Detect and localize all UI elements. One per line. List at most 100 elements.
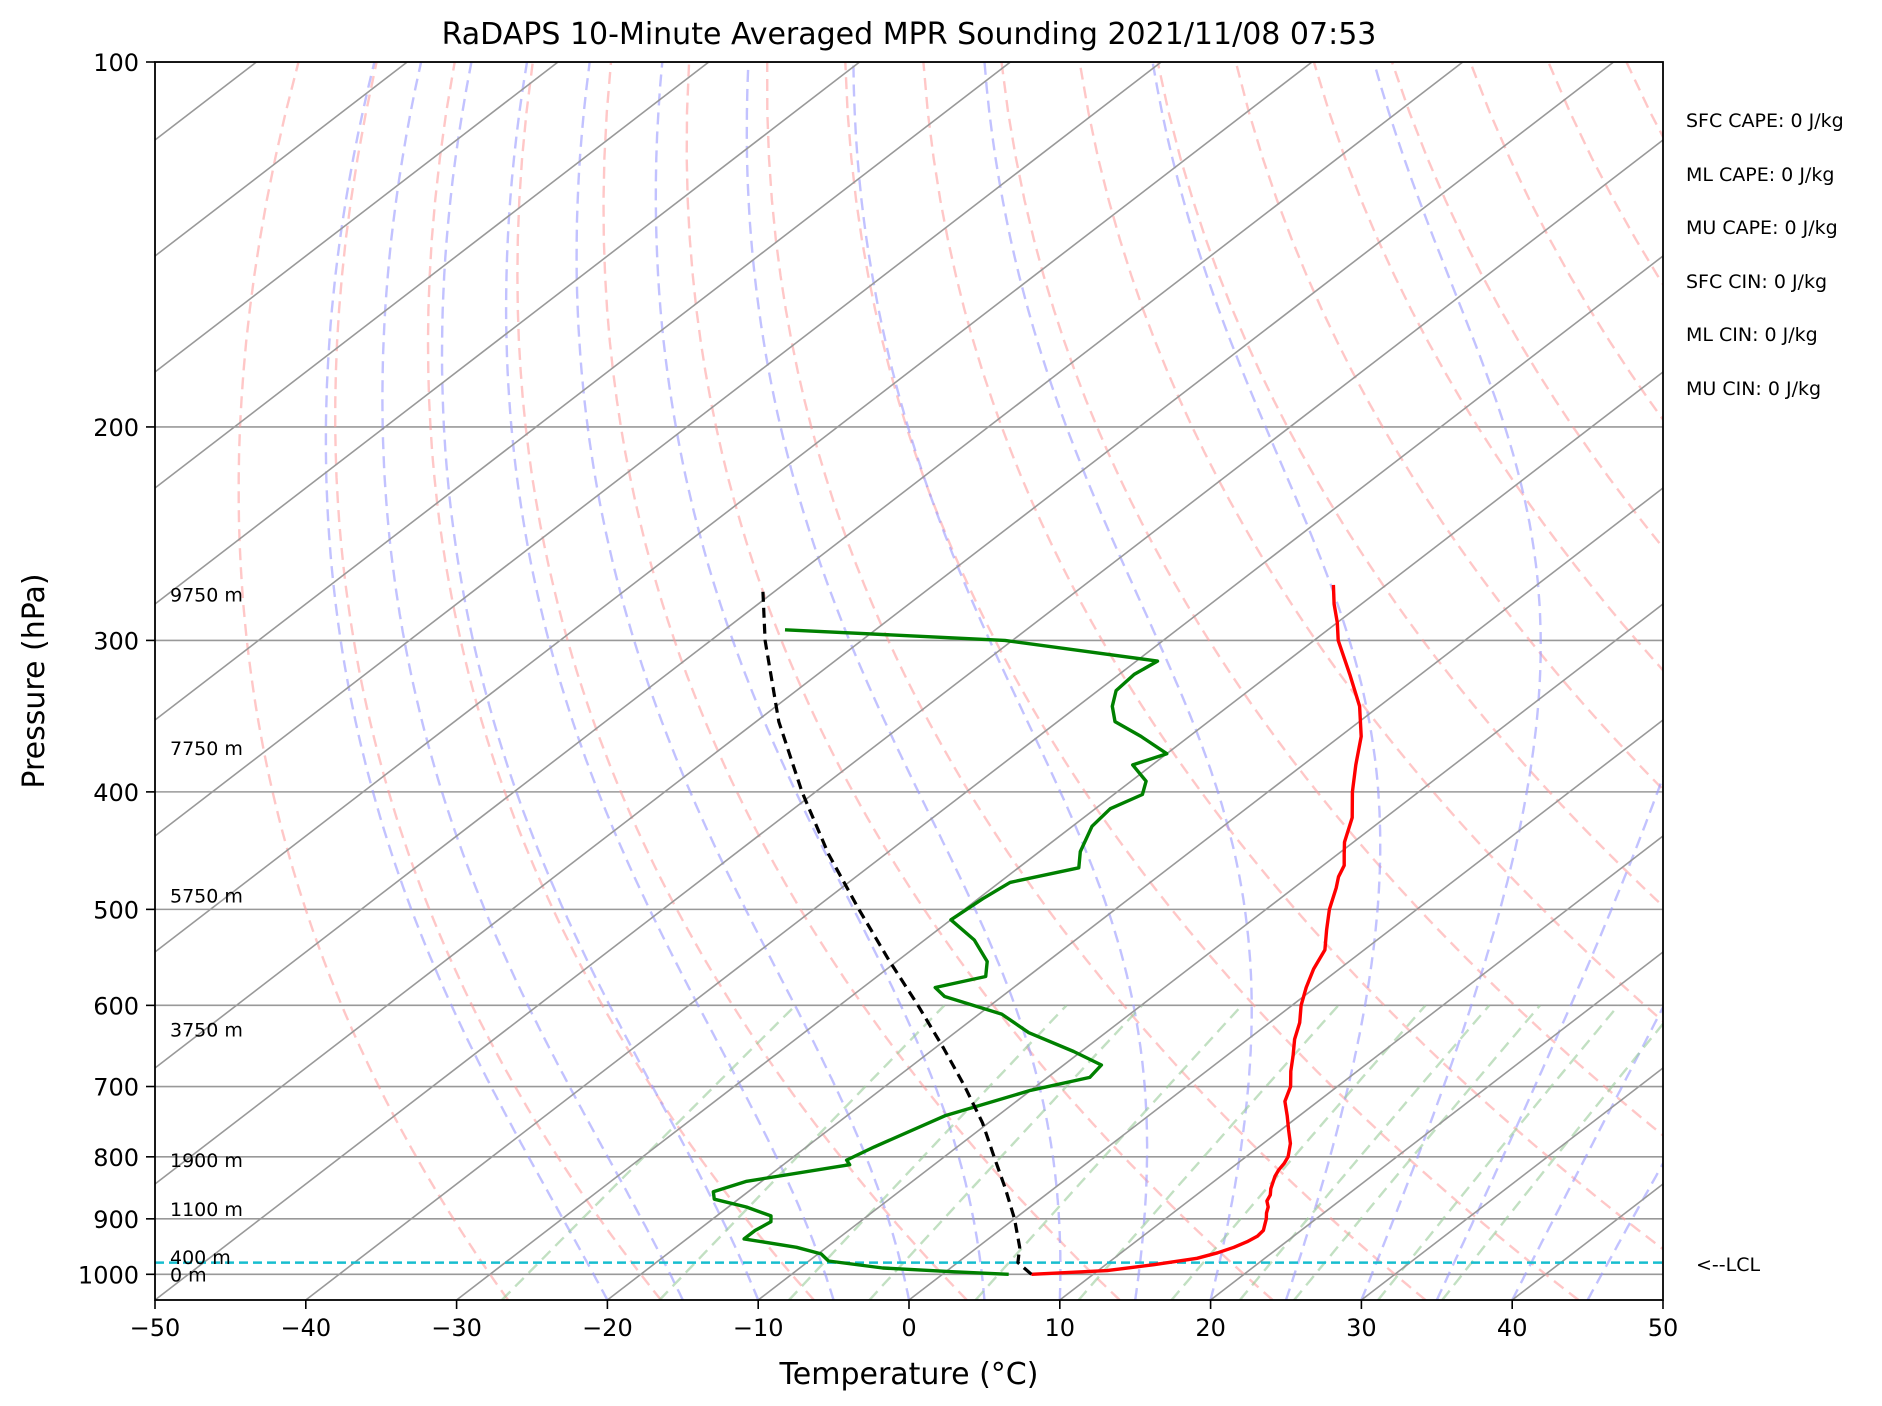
moist-adiabat-line xyxy=(983,62,1253,1300)
moist-adiabat-line xyxy=(1360,62,1542,1300)
moist-adiabat-line xyxy=(852,62,1149,1300)
lcl-label: <--LCL xyxy=(1696,1254,1760,1276)
x-tick-label: 10 xyxy=(1045,1314,1076,1342)
y-tick-label: 200 xyxy=(93,414,139,442)
y-tick-label: 600 xyxy=(93,992,139,1020)
y-tick-label: 400 xyxy=(93,779,139,807)
height-label: 1100 m xyxy=(170,1199,243,1221)
x-tick-label: 0 xyxy=(901,1314,916,1342)
isotherm-line xyxy=(757,602,1663,1300)
mixing-ratio-line xyxy=(1238,1004,1491,1300)
mu-cape-label: MU CAPE: 0 J/kg xyxy=(1686,217,1838,239)
sounding-series xyxy=(711,584,1363,1276)
ml-cin-label: ML CIN: 0 J/kg xyxy=(1686,324,1818,346)
height-label: 7750 m xyxy=(170,738,243,760)
x-tick-label: 30 xyxy=(1346,1314,1377,1342)
y-axis-ticks: 100 200 300 400 500 600 700 800 900 1000 xyxy=(78,49,155,1289)
isotherm-line xyxy=(155,138,1663,1300)
ml-cape-label: ML CAPE: 0 J/kg xyxy=(1686,164,1835,186)
isotherm-line xyxy=(155,62,1313,954)
isotherm-line xyxy=(1210,950,1663,1300)
isotherms xyxy=(155,62,1663,1300)
x-axis-ticks: −50 −40 −30 −20 −10 0 10 20 30 40 50 xyxy=(130,1300,1679,1342)
mu-cin-label: MU CIN: 0 J/kg xyxy=(1686,378,1822,400)
isotherm-line xyxy=(1059,834,1663,1300)
mixing-ratio-line xyxy=(1170,1004,1427,1300)
x-tick-label: −10 xyxy=(733,1314,784,1342)
height-labels: 9750 m 7750 m 5750 m 3750 m 1900 m 1100 m 400 … xyxy=(170,585,243,1287)
isotherm-line xyxy=(1360,1066,1663,1300)
x-tick-label: −30 xyxy=(431,1314,482,1342)
dry-adiabat-line xyxy=(844,62,1580,1300)
y-tick-label: 900 xyxy=(93,1206,139,1234)
dry-adiabat-line xyxy=(426,62,815,1300)
mixing-ratio-line xyxy=(868,1004,1143,1300)
y-tick-label: 300 xyxy=(93,627,139,655)
moist-adiabat-line xyxy=(575,62,911,1300)
mixing-ratio-line xyxy=(1077,1004,1340,1300)
x-tick-label: −20 xyxy=(582,1314,633,1342)
isotherm-line xyxy=(305,254,1663,1300)
height-label: 1900 m xyxy=(170,1150,243,1172)
isotherm-line xyxy=(606,486,1663,1300)
moist-adiabat-line xyxy=(745,62,1062,1300)
height-label: 400 m xyxy=(170,1247,231,1269)
y-tick-label: 100 xyxy=(93,49,139,77)
dry-adiabat-line xyxy=(1234,62,1663,792)
dry-adiabats xyxy=(237,62,1663,1300)
mixing-ratio-line xyxy=(974,1004,1243,1300)
y-axis-label: Pressure (hPa) xyxy=(17,573,52,788)
moist-adiabats xyxy=(324,62,1663,1300)
height-label: 9750 m xyxy=(170,585,243,607)
moist-adiabat-line xyxy=(381,62,684,1300)
dry-adiabat-line xyxy=(237,62,510,1300)
dewpoint-line xyxy=(711,628,1169,1276)
x-tick-label: −50 xyxy=(130,1314,181,1342)
moist-adiabat-line xyxy=(440,62,760,1300)
chart-title: RaDAPS 10-Minute Averaged MPR Sounding 2… xyxy=(442,17,1377,52)
isotherm-line xyxy=(155,62,1011,722)
moist-adiabat-line xyxy=(1435,773,1663,1300)
height-label: 5750 m xyxy=(170,885,243,907)
sfc-cape-label: SFC CAPE: 0 J/kg xyxy=(1686,110,1844,132)
x-tick-label: 50 xyxy=(1648,1314,1679,1342)
mixing-ratio-line xyxy=(658,1004,946,1300)
dry-adiabat-line xyxy=(1078,62,1663,1023)
isotherm-line xyxy=(155,62,559,374)
x-tick-label: −40 xyxy=(280,1314,331,1342)
isotherm-line xyxy=(155,62,1162,838)
isotherm-line xyxy=(456,370,1663,1300)
y-tick-label: 500 xyxy=(93,896,139,924)
mixing-ratio-line xyxy=(1441,1021,1663,1300)
moist-adiabat-line xyxy=(1586,1161,1663,1300)
mixing-ratio-line xyxy=(788,1004,1068,1300)
moist-adiabat-line xyxy=(324,62,609,1300)
height-label: 0 m xyxy=(170,1264,207,1286)
moist-adiabat-line xyxy=(504,62,835,1300)
height-label: 3750 m xyxy=(170,1019,243,1041)
mixing-ratio-line xyxy=(501,1004,797,1300)
temperature-line xyxy=(1031,584,1363,1276)
moist-adiabat-line xyxy=(654,62,986,1300)
dry-adiabat-line xyxy=(602,62,1121,1300)
y-tick-label: 1000 xyxy=(78,1261,139,1289)
isotherm-line xyxy=(155,62,710,490)
isotherm-line xyxy=(155,62,1464,1070)
y-tick-label: 800 xyxy=(93,1144,139,1172)
dry-adiabat-line xyxy=(1000,62,1663,1137)
isotherm-line xyxy=(155,62,861,606)
dry-adiabat-line xyxy=(685,62,1274,1300)
mixing-ratio-lines xyxy=(501,1004,1663,1300)
x-tick-label: 20 xyxy=(1195,1314,1226,1342)
y-tick-label: 700 xyxy=(93,1074,139,1102)
parcel-path-line xyxy=(761,588,1033,1276)
isotherm-line xyxy=(908,718,1663,1300)
x-axis-label: Temperature (°C) xyxy=(779,1357,1039,1392)
mixing-ratio-line xyxy=(1377,1004,1620,1300)
moist-adiabat-line xyxy=(1511,1004,1663,1300)
x-tick-label: 40 xyxy=(1497,1314,1528,1342)
isotherm-line xyxy=(155,62,1615,1186)
dry-adiabat-line xyxy=(922,62,1663,1251)
moist-adiabat-line xyxy=(1151,62,1382,1300)
